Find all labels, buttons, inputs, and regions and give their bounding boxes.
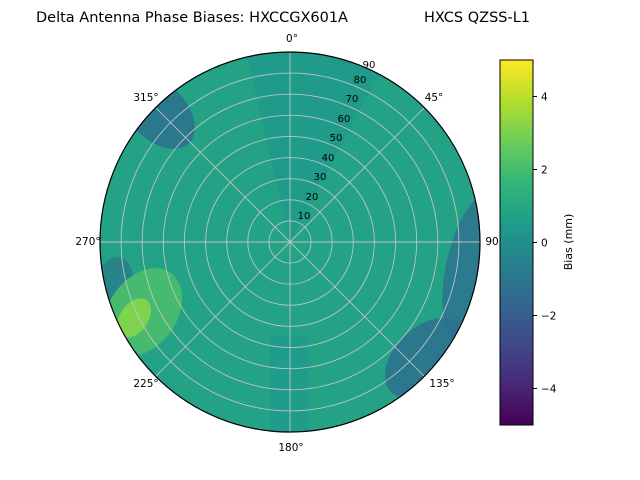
elevation-tick-80: 80 — [354, 75, 367, 86]
elevation-tick-labels: 10 20 30 40 50 60 70 80 90 — [298, 60, 376, 222]
colorbar-tick-4: 4 — [541, 92, 548, 104]
polar-grid-spokes — [100, 52, 480, 432]
elevation-tick-20: 20 — [306, 192, 319, 203]
colorbar-tick-neg2: −2 — [541, 311, 556, 323]
field-band-180 — [270, 335, 308, 432]
azimuth-label-45: 45° — [425, 92, 444, 104]
elevation-tick-90: 90 — [363, 60, 376, 71]
chart-title-right: HXCS QZSS-L1 — [424, 10, 530, 26]
polar-outline — [99, 51, 481, 433]
azimuth-label-135: 135° — [429, 378, 454, 390]
azimuth-labels: 0° 45° 90 135° 180° 225° 270° 315° — [75, 33, 498, 454]
field-dark-patch-90 — [442, 195, 480, 341]
field-light-patch-225-core — [116, 298, 152, 338]
elevation-tick-60: 60 — [338, 114, 351, 125]
colorbar-axis-label: Bias (mm) — [562, 214, 575, 271]
elevation-tick-50: 50 — [330, 133, 343, 144]
field-sector-near-0 — [247, 52, 379, 242]
colorbar-tick-0: 0 — [541, 238, 548, 250]
azimuth-label-225: 225° — [133, 378, 158, 390]
azimuth-label-315: 315° — [133, 92, 158, 104]
colorbar — [499, 59, 534, 426]
azimuth-label-90: 90 — [485, 236, 498, 248]
elevation-tick-40: 40 — [322, 153, 335, 164]
elevation-tick-70: 70 — [346, 94, 359, 105]
azimuth-label-180: 180° — [278, 442, 303, 454]
azimuth-label-0: 0° — [286, 33, 298, 45]
colorbar-tick-2: 2 — [541, 165, 548, 177]
colorbar-tick-marks — [533, 96, 537, 389]
elevation-tick-10: 10 — [298, 211, 311, 222]
chart-title-left: Delta Antenna Phase Biases: HXCCGX601A — [36, 10, 348, 26]
elevation-tick-30: 30 — [314, 172, 327, 183]
colorbar-tick-labels: 4 2 0 −2 −4 — [541, 92, 557, 396]
colorbar-tick-neg4: −4 — [541, 384, 557, 396]
azimuth-label-270: 270° — [75, 236, 100, 248]
